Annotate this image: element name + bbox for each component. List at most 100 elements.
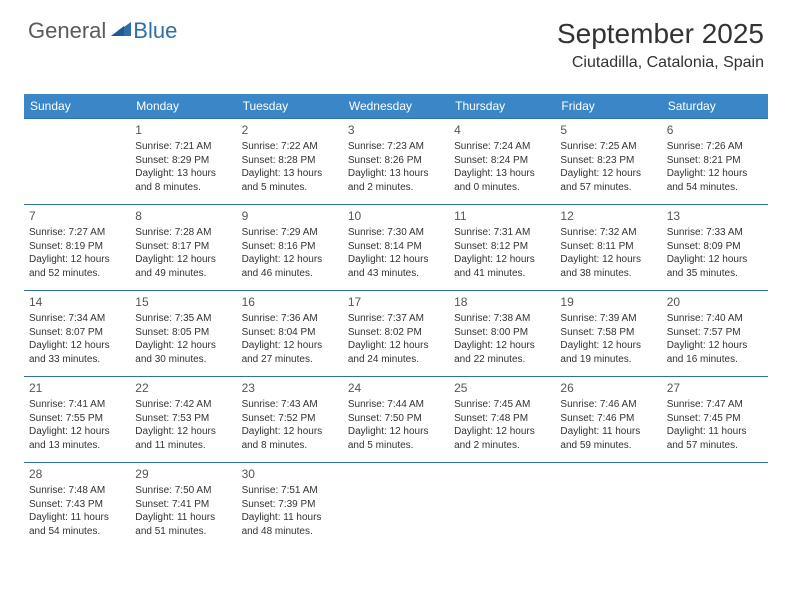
sunset-text: Sunset: 8:28 PM: [242, 154, 338, 168]
sunrise-text: Sunrise: 7:51 AM: [242, 484, 338, 498]
sunrise-text: Sunrise: 7:41 AM: [29, 398, 125, 412]
location: Ciutadilla, Catalonia, Spain: [557, 54, 764, 72]
calendar-week-row: 7Sunrise: 7:27 AMSunset: 8:19 PMDaylight…: [24, 205, 768, 291]
daylight-text: and 8 minutes.: [135, 181, 231, 195]
calendar-day-cell: 5Sunrise: 7:25 AMSunset: 8:23 PMDaylight…: [555, 119, 661, 205]
calendar-day-cell: 25Sunrise: 7:45 AMSunset: 7:48 PMDayligh…: [449, 377, 555, 463]
daylight-text: and 13 minutes.: [29, 439, 125, 453]
sunset-text: Sunset: 8:09 PM: [667, 240, 763, 254]
day-number: 3: [348, 122, 444, 138]
calendar-day-cell: 8Sunrise: 7:28 AMSunset: 8:17 PMDaylight…: [130, 205, 236, 291]
sunset-text: Sunset: 8:21 PM: [667, 154, 763, 168]
month-title: September 2025: [557, 18, 764, 50]
sunrise-text: Sunrise: 7:37 AM: [348, 312, 444, 326]
sunrise-text: Sunrise: 7:48 AM: [29, 484, 125, 498]
sunset-text: Sunset: 7:46 PM: [560, 412, 656, 426]
calendar-day-cell: 9Sunrise: 7:29 AMSunset: 8:16 PMDaylight…: [237, 205, 343, 291]
daylight-text: Daylight: 13 hours: [454, 167, 550, 181]
weekday-row: SundayMondayTuesdayWednesdayThursdayFrid…: [24, 94, 768, 119]
daylight-text: Daylight: 11 hours: [242, 511, 338, 525]
daylight-text: Daylight: 12 hours: [348, 253, 444, 267]
calendar-day-cell: 3Sunrise: 7:23 AMSunset: 8:26 PMDaylight…: [343, 119, 449, 205]
daylight-text: Daylight: 12 hours: [242, 253, 338, 267]
sunset-text: Sunset: 7:45 PM: [667, 412, 763, 426]
day-number: 7: [29, 208, 125, 224]
daylight-text: and 11 minutes.: [135, 439, 231, 453]
calendar-day-cell: 1Sunrise: 7:21 AMSunset: 8:29 PMDaylight…: [130, 119, 236, 205]
sunset-text: Sunset: 7:43 PM: [29, 498, 125, 512]
weekday-header: Thursday: [449, 94, 555, 119]
calendar-day-cell: 21Sunrise: 7:41 AMSunset: 7:55 PMDayligh…: [24, 377, 130, 463]
sunset-text: Sunset: 7:50 PM: [348, 412, 444, 426]
daylight-text: and 8 minutes.: [242, 439, 338, 453]
daylight-text: Daylight: 12 hours: [135, 253, 231, 267]
sunset-text: Sunset: 8:02 PM: [348, 326, 444, 340]
daylight-text: Daylight: 12 hours: [454, 253, 550, 267]
day-number: 25: [454, 380, 550, 396]
logo-text-blue: Blue: [133, 18, 177, 44]
day-number: 13: [667, 208, 763, 224]
sunrise-text: Sunrise: 7:27 AM: [29, 226, 125, 240]
sunrise-text: Sunrise: 7:28 AM: [135, 226, 231, 240]
daylight-text: Daylight: 13 hours: [135, 167, 231, 181]
day-number: 17: [348, 294, 444, 310]
sunrise-text: Sunrise: 7:30 AM: [348, 226, 444, 240]
calendar-empty-cell: [24, 119, 130, 205]
sunset-text: Sunset: 7:41 PM: [135, 498, 231, 512]
calendar-day-cell: 18Sunrise: 7:38 AMSunset: 8:00 PMDayligh…: [449, 291, 555, 377]
daylight-text: Daylight: 12 hours: [560, 339, 656, 353]
daylight-text: and 22 minutes.: [454, 353, 550, 367]
sunrise-text: Sunrise: 7:36 AM: [242, 312, 338, 326]
calendar-day-cell: 12Sunrise: 7:32 AMSunset: 8:11 PMDayligh…: [555, 205, 661, 291]
day-number: 4: [454, 122, 550, 138]
calendar-day-cell: 23Sunrise: 7:43 AMSunset: 7:52 PMDayligh…: [237, 377, 343, 463]
calendar-day-cell: 13Sunrise: 7:33 AMSunset: 8:09 PMDayligh…: [662, 205, 768, 291]
sunset-text: Sunset: 8:14 PM: [348, 240, 444, 254]
sunrise-text: Sunrise: 7:31 AM: [454, 226, 550, 240]
daylight-text: and 16 minutes.: [667, 353, 763, 367]
daylight-text: Daylight: 12 hours: [454, 425, 550, 439]
daylight-text: and 38 minutes.: [560, 267, 656, 281]
day-number: 1: [135, 122, 231, 138]
daylight-text: and 57 minutes.: [560, 181, 656, 195]
calendar-week-row: 21Sunrise: 7:41 AMSunset: 7:55 PMDayligh…: [24, 377, 768, 463]
weekday-header: Friday: [555, 94, 661, 119]
daylight-text: Daylight: 13 hours: [242, 167, 338, 181]
sunrise-text: Sunrise: 7:50 AM: [135, 484, 231, 498]
calendar-week-row: 14Sunrise: 7:34 AMSunset: 8:07 PMDayligh…: [24, 291, 768, 377]
sunrise-text: Sunrise: 7:46 AM: [560, 398, 656, 412]
calendar-empty-cell: [555, 463, 661, 549]
day-number: 18: [454, 294, 550, 310]
sunrise-text: Sunrise: 7:47 AM: [667, 398, 763, 412]
sunset-text: Sunset: 8:29 PM: [135, 154, 231, 168]
day-number: 12: [560, 208, 656, 224]
sunrise-text: Sunrise: 7:39 AM: [560, 312, 656, 326]
sunrise-text: Sunrise: 7:38 AM: [454, 312, 550, 326]
calendar-head: SundayMondayTuesdayWednesdayThursdayFrid…: [24, 94, 768, 119]
day-number: 24: [348, 380, 444, 396]
daylight-text: and 27 minutes.: [242, 353, 338, 367]
calendar-day-cell: 22Sunrise: 7:42 AMSunset: 7:53 PMDayligh…: [130, 377, 236, 463]
sunrise-text: Sunrise: 7:40 AM: [667, 312, 763, 326]
calendar-table: SundayMondayTuesdayWednesdayThursdayFrid…: [24, 94, 768, 549]
calendar-week-row: 1Sunrise: 7:21 AMSunset: 8:29 PMDaylight…: [24, 119, 768, 205]
daylight-text: and 2 minutes.: [454, 439, 550, 453]
daylight-text: Daylight: 12 hours: [560, 253, 656, 267]
sunset-text: Sunset: 7:58 PM: [560, 326, 656, 340]
daylight-text: Daylight: 13 hours: [348, 167, 444, 181]
day-number: 14: [29, 294, 125, 310]
daylight-text: Daylight: 12 hours: [454, 339, 550, 353]
calendar-day-cell: 10Sunrise: 7:30 AMSunset: 8:14 PMDayligh…: [343, 205, 449, 291]
calendar-day-cell: 16Sunrise: 7:36 AMSunset: 8:04 PMDayligh…: [237, 291, 343, 377]
weekday-header: Wednesday: [343, 94, 449, 119]
calendar-day-cell: 11Sunrise: 7:31 AMSunset: 8:12 PMDayligh…: [449, 205, 555, 291]
daylight-text: Daylight: 12 hours: [667, 253, 763, 267]
calendar-day-cell: 7Sunrise: 7:27 AMSunset: 8:19 PMDaylight…: [24, 205, 130, 291]
calendar-day-cell: 15Sunrise: 7:35 AMSunset: 8:05 PMDayligh…: [130, 291, 236, 377]
day-number: 16: [242, 294, 338, 310]
sunrise-text: Sunrise: 7:45 AM: [454, 398, 550, 412]
daylight-text: Daylight: 12 hours: [29, 425, 125, 439]
daylight-text: and 0 minutes.: [454, 181, 550, 195]
day-number: 23: [242, 380, 338, 396]
sunrise-text: Sunrise: 7:34 AM: [29, 312, 125, 326]
